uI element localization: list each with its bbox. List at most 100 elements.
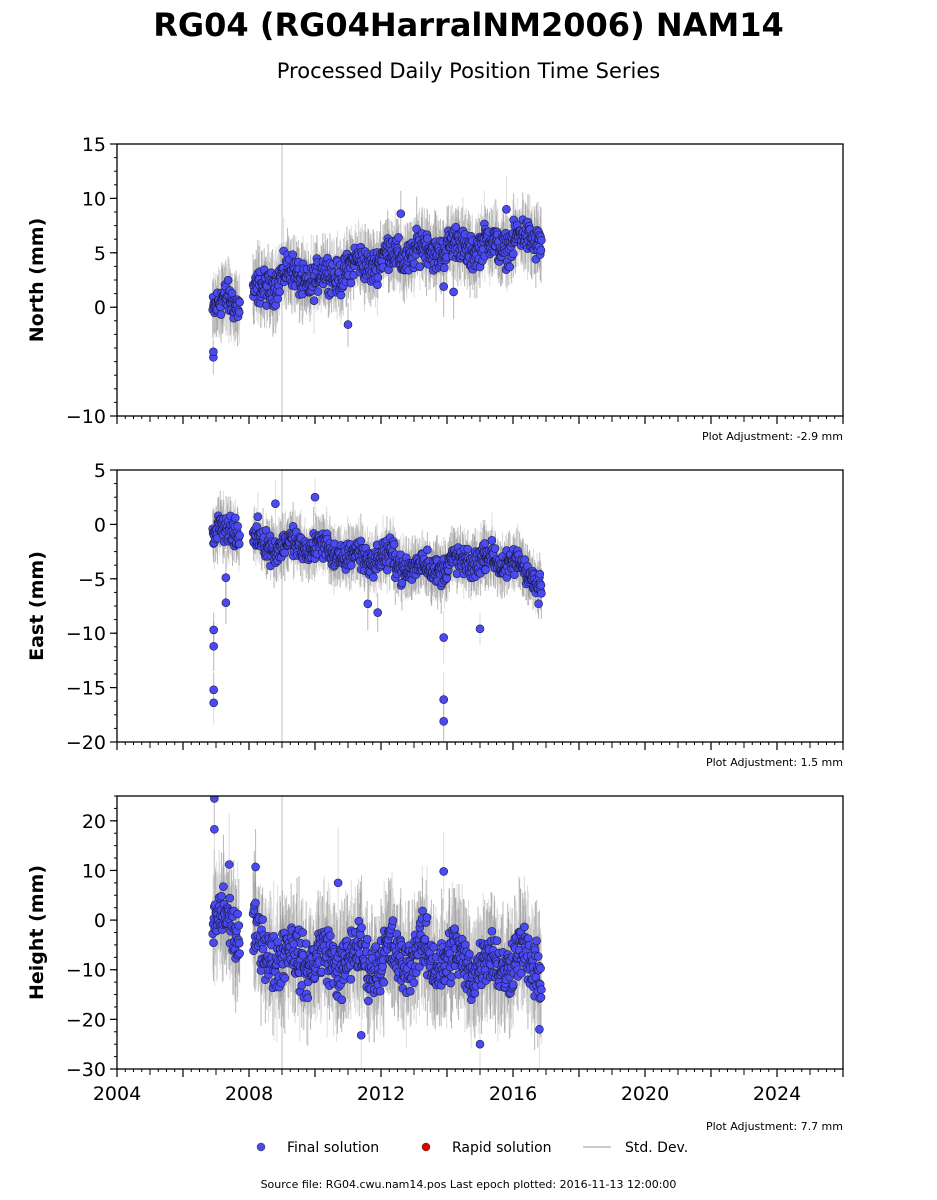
data-point <box>470 988 480 998</box>
data-point <box>223 275 233 285</box>
legend-item: Final solution <box>256 1140 379 1156</box>
final-solution-points <box>208 796 546 1049</box>
data-point <box>234 938 244 948</box>
y-tick-label: −5 <box>78 569 106 591</box>
chart-subtitle: Processed Daily Position Time Series <box>277 59 661 83</box>
data-point <box>508 249 518 259</box>
data-point <box>289 939 299 949</box>
data-point <box>298 928 307 937</box>
data-point <box>253 512 263 521</box>
data-point <box>273 937 282 946</box>
data-point <box>406 986 415 996</box>
data-point <box>439 717 449 726</box>
y-tick-label: 0 <box>94 910 106 932</box>
data-point <box>234 307 244 317</box>
data-point <box>388 916 398 925</box>
data-point <box>373 608 383 617</box>
legend-label: Std. Dev. <box>625 1140 688 1156</box>
data-point <box>346 975 356 984</box>
data-point <box>379 978 389 987</box>
data-point <box>505 262 515 272</box>
data-point <box>210 824 219 834</box>
final-solution-points <box>208 204 546 362</box>
y-tick-label: 5 <box>94 243 106 265</box>
x-tick-label: 2020 <box>621 1083 669 1105</box>
y-tick-label: −20 <box>66 1009 106 1031</box>
plot-adjustment: Plot Adjustment: -2.9 mm <box>702 430 843 443</box>
data-point <box>461 940 470 950</box>
data-point <box>487 535 497 545</box>
data-point <box>209 685 218 695</box>
data-point <box>535 1024 544 1034</box>
data-point <box>389 540 399 549</box>
x-tick-label: 2008 <box>225 1083 273 1105</box>
data-point <box>537 235 546 245</box>
legend-label: Rapid solution <box>452 1140 552 1156</box>
data-point <box>383 565 392 575</box>
data-point <box>508 980 518 990</box>
data-point <box>439 695 449 704</box>
data-point <box>423 234 432 243</box>
final-solution-points <box>208 492 546 726</box>
data-point <box>475 1039 485 1049</box>
data-point <box>450 924 459 933</box>
data-point <box>536 581 546 590</box>
data-point <box>363 599 373 609</box>
y-axis-label: East (mm) <box>26 551 48 661</box>
x-tick-label: 2012 <box>357 1083 405 1105</box>
series-final-solution <box>208 144 546 416</box>
data-point <box>536 246 546 255</box>
data-point <box>209 641 218 651</box>
data-point <box>280 548 290 558</box>
data-point <box>533 952 543 961</box>
data-point <box>396 209 406 218</box>
data-point <box>235 297 244 307</box>
y-axis: 20 10 0 −10 −20 −30 <box>66 795 117 1081</box>
data-point <box>313 287 323 296</box>
data-point <box>429 942 438 952</box>
data-point <box>449 287 458 297</box>
panel-north: 15 10 5 0 −10 North (mm) Plot Adjustment: -2.9… <box>26 134 844 443</box>
y-tick-label: 0 <box>94 514 106 536</box>
data-point <box>362 934 372 944</box>
data-point <box>415 962 424 972</box>
data-point <box>224 860 234 869</box>
data-point <box>234 921 244 930</box>
data-point <box>537 589 546 598</box>
data-point <box>516 968 526 978</box>
y-tick-label: −10 <box>66 406 106 428</box>
data-point <box>346 560 356 570</box>
data-point <box>303 993 313 1003</box>
data-point <box>535 569 545 579</box>
data-point <box>532 936 541 946</box>
data-point <box>510 570 519 580</box>
data-point <box>371 942 381 951</box>
data-point <box>375 986 385 996</box>
data-point <box>309 296 319 305</box>
y-tick-label: −10 <box>66 960 106 982</box>
data-point <box>209 625 218 635</box>
y-tick-label: 10 <box>82 860 106 882</box>
data-point <box>235 531 244 540</box>
data-point <box>221 598 231 608</box>
data-point <box>520 922 529 932</box>
legend-label: Final solution <box>287 1140 379 1156</box>
y-tick-label: 0 <box>94 297 106 319</box>
data-point <box>487 926 497 936</box>
data-point <box>409 978 419 988</box>
data-point <box>216 310 226 319</box>
data-point <box>490 544 500 553</box>
data-point <box>326 931 335 941</box>
data-point <box>258 944 268 954</box>
data-point <box>233 521 242 531</box>
data-point <box>271 499 280 509</box>
data-point <box>439 282 449 291</box>
data-point <box>502 204 511 214</box>
data-point <box>356 536 366 546</box>
data-point <box>219 882 228 891</box>
data-point <box>333 878 343 888</box>
data-point <box>534 599 543 609</box>
data-point <box>221 573 231 583</box>
data-point <box>492 936 502 945</box>
